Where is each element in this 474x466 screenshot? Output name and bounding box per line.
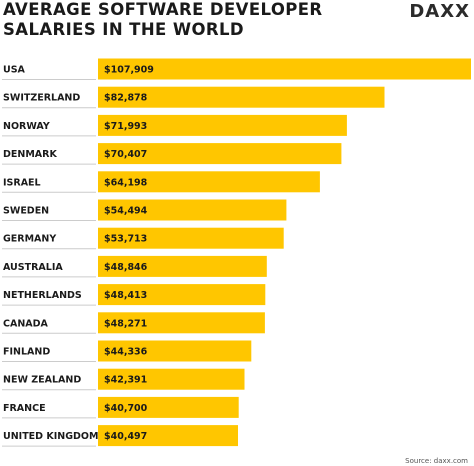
bar bbox=[98, 284, 266, 306]
bar-value-label: $53,713 bbox=[104, 234, 147, 245]
category-label: FINLAND bbox=[3, 347, 50, 358]
bar bbox=[98, 425, 238, 447]
bar bbox=[98, 368, 245, 390]
category-label: NETHERLANDS bbox=[3, 290, 82, 301]
bar bbox=[98, 312, 265, 334]
category-label: NORWAY bbox=[3, 121, 50, 132]
brand-logo: DAXX bbox=[409, 1, 470, 22]
chart-title-line-2: SALARIES IN THE WORLD bbox=[3, 20, 244, 39]
category-label: USA bbox=[3, 65, 26, 76]
bar-value-label: $54,494 bbox=[104, 206, 148, 217]
source-note: Source: daxx.com bbox=[405, 457, 468, 465]
bar-value-label: $48,413 bbox=[104, 290, 147, 301]
category-label: SWEDEN bbox=[3, 206, 49, 217]
bar bbox=[98, 171, 320, 193]
bar bbox=[98, 58, 471, 80]
bar bbox=[98, 255, 267, 277]
bar bbox=[98, 227, 284, 249]
bar bbox=[98, 199, 287, 221]
chart-title-line-1: AVERAGE SOFTWARE DEVELOPER bbox=[3, 0, 323, 19]
category-label: ISRAEL bbox=[3, 177, 41, 188]
bar-value-label: $64,198 bbox=[104, 177, 148, 188]
bar-value-label: $107,909 bbox=[104, 65, 154, 76]
category-label: CANADA bbox=[3, 318, 49, 329]
bar-value-label: $44,336 bbox=[104, 347, 148, 358]
bar bbox=[98, 86, 385, 108]
bar-value-label: $42,391 bbox=[104, 375, 147, 386]
category-label: UNITED KINGDOM bbox=[3, 431, 98, 442]
bar-value-label: $82,878 bbox=[104, 93, 148, 104]
category-label: GERMANY bbox=[3, 234, 56, 245]
bar-value-label: $40,497 bbox=[104, 431, 147, 442]
bar bbox=[98, 114, 347, 136]
bar-value-label: $71,993 bbox=[104, 121, 147, 132]
bar bbox=[98, 396, 239, 418]
category-label: NEW ZEALAND bbox=[3, 375, 81, 386]
category-label: FRANCE bbox=[3, 403, 46, 414]
category-label: AUSTRALIA bbox=[3, 262, 63, 273]
bar-value-label: $70,407 bbox=[104, 149, 147, 160]
bar bbox=[98, 340, 252, 362]
chart-title: AVERAGE SOFTWARE DEVELOPER SALARIES IN T… bbox=[3, 0, 323, 40]
bar-value-label: $48,271 bbox=[104, 318, 147, 329]
bar-value-label: $40,700 bbox=[104, 403, 148, 414]
category-label: DENMARK bbox=[3, 149, 57, 160]
bar-value-label: $48,846 bbox=[104, 262, 148, 273]
category-label: SWITZERLAND bbox=[3, 93, 80, 104]
bar bbox=[98, 143, 342, 165]
